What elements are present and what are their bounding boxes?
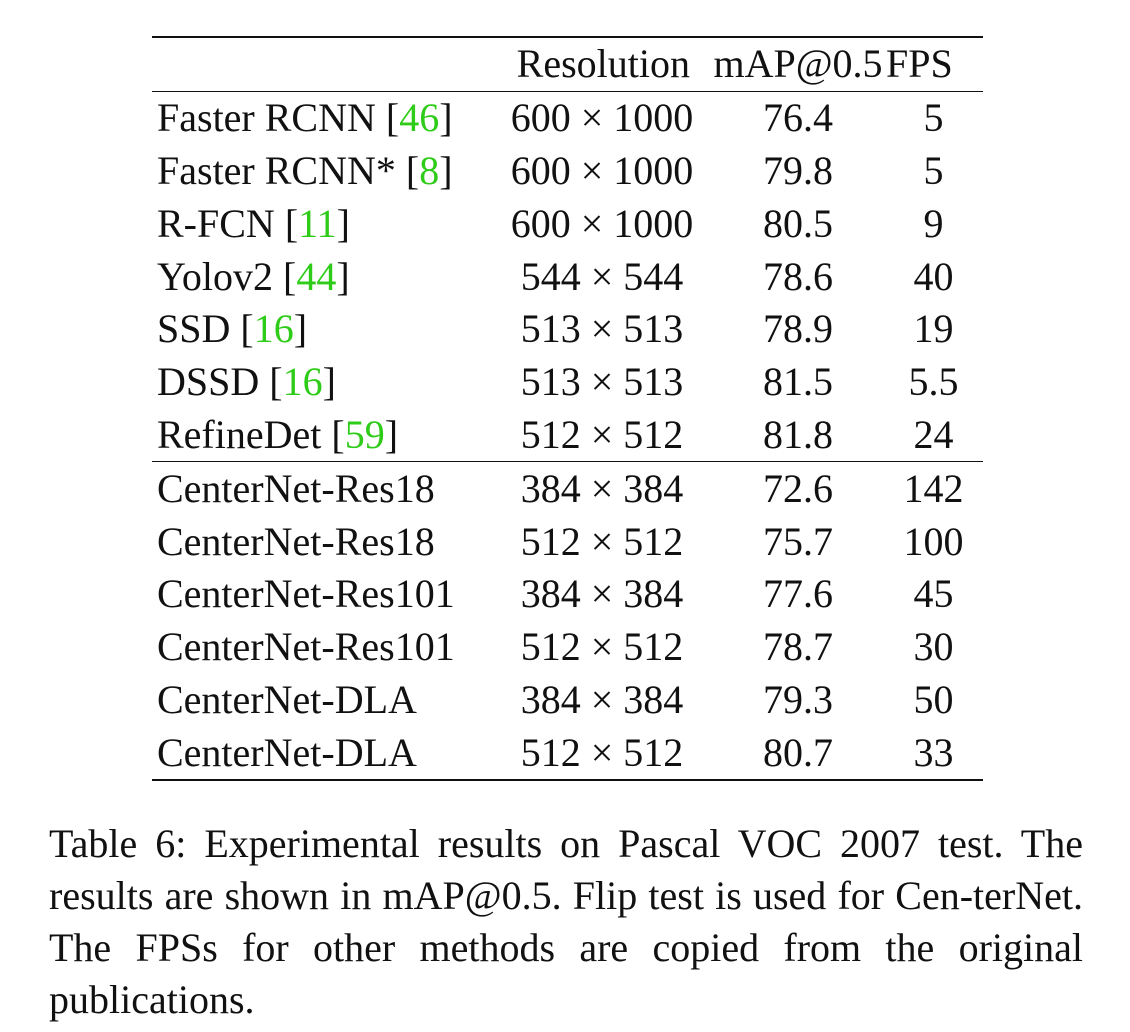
fps-cell: 9 bbox=[923, 200, 944, 246]
citation-link[interactable]: 16 bbox=[282, 359, 323, 405]
table-row: R-FCN [11] 600 × 1000 80.5 9 bbox=[152, 197, 983, 250]
method-cell: Faster RCNN [46] bbox=[157, 95, 453, 141]
method-cell: CenterNet-DLA bbox=[157, 729, 417, 775]
caption-line: original publications. bbox=[49, 925, 1084, 1022]
map-cell: 78.9 bbox=[763, 306, 833, 352]
resolution-cell: 513 × 513 bbox=[520, 359, 684, 405]
map-cell: 80.7 bbox=[763, 729, 833, 775]
resolution-cell: 513 × 513 bbox=[520, 306, 684, 352]
resolution-cell: 512 × 512 bbox=[520, 729, 684, 775]
method-name: DSSD bbox=[157, 359, 260, 405]
caption-line: results are shown in mAP@0.5. Flip test … bbox=[49, 873, 974, 918]
fps-cell: 142 bbox=[903, 465, 964, 511]
table-row: Faster RCNN* [8] 600 × 1000 79.8 5 bbox=[152, 145, 983, 198]
header-row: Resolution mAP@0.5 FPS bbox=[152, 37, 983, 92]
citation-link[interactable]: 8 bbox=[419, 147, 440, 193]
method-name: Yolov2 bbox=[157, 253, 273, 299]
table-row: Faster RCNN [46] 600 × 1000 76.4 5 bbox=[152, 91, 983, 144]
map-cell: 77.6 bbox=[763, 571, 833, 617]
fps-cell: 100 bbox=[903, 518, 964, 564]
table-caption: Table 6: Experimental results on Pascal … bbox=[49, 818, 1083, 1026]
map-cell: 79.3 bbox=[763, 676, 833, 722]
fps-cell: 5.5 bbox=[908, 359, 959, 405]
resolution-cell: 512 × 512 bbox=[520, 518, 684, 564]
resolution-cell: 600 × 1000 bbox=[510, 200, 694, 246]
method-name: Faster RCNN bbox=[157, 95, 376, 141]
header-map: mAP@0.5 bbox=[713, 41, 883, 87]
fps-cell: 40 bbox=[913, 253, 954, 299]
map-cell: 81.5 bbox=[763, 359, 833, 405]
resolution-cell: 384 × 384 bbox=[520, 676, 684, 722]
method-cell: DSSD [16] bbox=[157, 359, 336, 405]
citation-link[interactable]: 59 bbox=[344, 411, 385, 457]
fps-cell: 30 bbox=[913, 624, 954, 670]
method-cell: CenterNet-Res18 bbox=[157, 465, 435, 511]
resolution-cell: 512 × 512 bbox=[520, 411, 684, 457]
citation-link[interactable]: 46 bbox=[399, 95, 440, 141]
table-row: CenterNet-Res18 512 × 512 75.7 100 bbox=[152, 515, 983, 568]
caption-line: terNet. The FPSs for other methods are c… bbox=[49, 873, 1083, 970]
citation-link[interactable]: 11 bbox=[298, 200, 337, 246]
method-cell: Faster RCNN* [8] bbox=[157, 147, 453, 193]
map-cell: 78.7 bbox=[763, 624, 833, 670]
header-fps: FPS bbox=[886, 41, 953, 87]
fps-cell: 19 bbox=[913, 306, 954, 352]
citation-link[interactable]: 16 bbox=[253, 306, 294, 352]
table-row: CenterNet-Res101 384 × 384 77.6 45 bbox=[152, 568, 983, 621]
map-cell: 76.4 bbox=[763, 95, 833, 141]
caption-line: Table 6: Experimental results on Pascal … bbox=[49, 821, 1083, 866]
method-cell: CenterNet-DLA bbox=[157, 676, 417, 722]
method-name: RefineDet bbox=[157, 411, 322, 457]
fps-cell: 45 bbox=[913, 571, 954, 617]
map-cell: 78.6 bbox=[763, 253, 833, 299]
table-row: CenterNet-DLA 384 × 384 79.3 50 bbox=[152, 674, 983, 727]
table-row: SSD [16] 513 × 513 78.9 19 bbox=[152, 303, 983, 356]
fps-cell: 50 bbox=[913, 676, 954, 722]
resolution-cell: 512 × 512 bbox=[520, 624, 684, 670]
header-resolution: Resolution bbox=[516, 41, 690, 87]
method-cell: R-FCN [11] bbox=[157, 200, 350, 246]
header-method bbox=[152, 37, 492, 91]
baseline-group: Faster RCNN [46] 600 × 1000 76.4 5 Faste… bbox=[152, 91, 983, 462]
resolution-cell: 544 × 544 bbox=[520, 253, 684, 299]
table-row: DSSD [16] 513 × 513 81.5 5.5 bbox=[152, 356, 983, 409]
fps-cell: 5 bbox=[923, 95, 944, 141]
resolution-cell: 384 × 384 bbox=[520, 571, 684, 617]
table-row: CenterNet-DLA 512 × 512 80.7 33 bbox=[152, 726, 983, 781]
resolution-cell: 600 × 1000 bbox=[510, 95, 694, 141]
map-cell: 79.8 bbox=[763, 147, 833, 193]
method-cell: SSD [16] bbox=[157, 306, 308, 352]
method-cell: CenterNet-Res101 bbox=[157, 571, 455, 617]
fps-cell: 24 bbox=[913, 411, 954, 457]
table-row: CenterNet-Res18 384 × 384 72.6 142 bbox=[152, 461, 983, 515]
resolution-cell: 384 × 384 bbox=[520, 465, 684, 511]
table-row: CenterNet-Res101 512 × 512 78.7 30 bbox=[152, 621, 983, 674]
map-cell: 81.8 bbox=[763, 411, 833, 457]
map-cell: 72.6 bbox=[763, 465, 833, 511]
resolution-cell: 600 × 1000 bbox=[510, 147, 694, 193]
method-cell: CenterNet-Res18 bbox=[157, 518, 435, 564]
method-cell: Yolov2 [44] bbox=[157, 253, 350, 299]
table-header: Resolution mAP@0.5 FPS bbox=[152, 37, 983, 92]
citation-link[interactable]: 44 bbox=[296, 253, 337, 299]
method-cell: CenterNet-Res101 bbox=[157, 624, 455, 670]
map-cell: 75.7 bbox=[763, 518, 833, 564]
fps-cell: 5 bbox=[923, 147, 944, 193]
method-cell: RefineDet [59] bbox=[157, 411, 399, 457]
fps-cell: 33 bbox=[913, 729, 954, 775]
results-table: Resolution mAP@0.5 FPS Faster RCNN [46] … bbox=[152, 36, 983, 781]
method-name: R-FCN bbox=[157, 200, 275, 246]
method-name: Faster RCNN* bbox=[157, 147, 396, 193]
method-name: SSD bbox=[157, 306, 231, 352]
centernet-group: CenterNet-Res18 384 × 384 72.6 142 Cente… bbox=[152, 461, 983, 781]
table-row: RefineDet [59] 512 × 512 81.8 24 bbox=[152, 409, 983, 462]
table-row: Yolov2 [44] 544 × 544 78.6 40 bbox=[152, 250, 983, 303]
map-cell: 80.5 bbox=[763, 200, 833, 246]
